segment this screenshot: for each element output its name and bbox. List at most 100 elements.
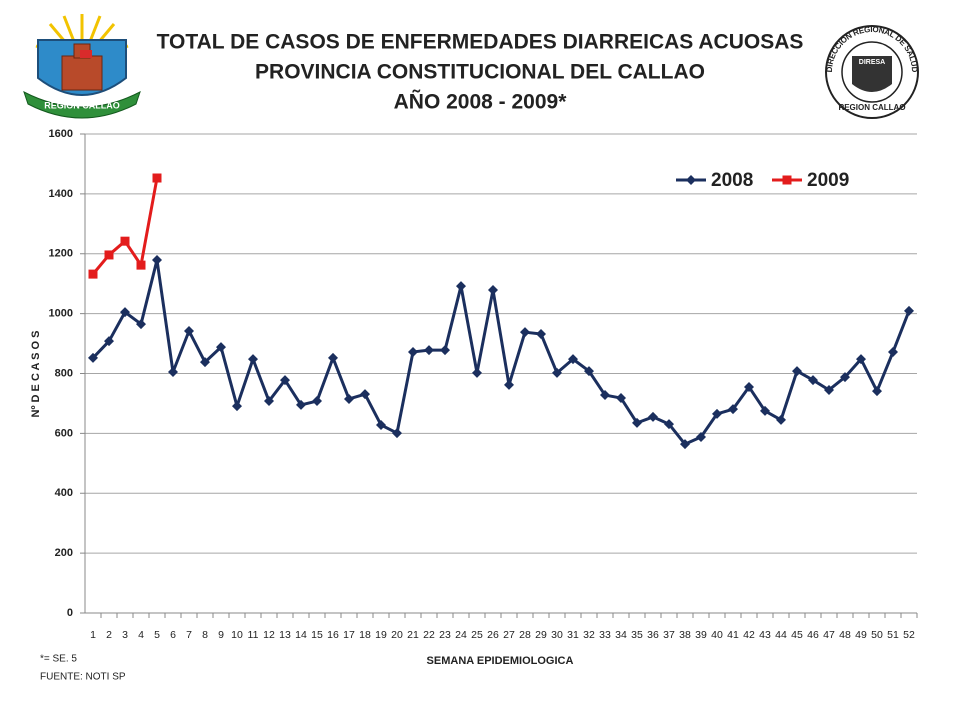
x-tick-label: 52 [903,629,915,641]
x-tick-label: 8 [202,629,208,641]
x-tick-label: 36 [647,629,659,641]
legend-label: 2008 [711,170,753,191]
point [856,354,866,365]
x-axis-label: SEMANA EPIDEMIOLOGICA [427,655,574,667]
x-tick-label: 4 [138,629,144,641]
legend-label: 2009 [807,170,849,191]
x-tick-label: 29 [535,629,547,641]
flag [80,50,92,58]
x-tick-label: 44 [775,629,787,641]
point [264,396,274,407]
y-tick-label: 1400 [49,188,73,200]
x-tick-label: 6 [170,629,176,641]
point [904,305,914,316]
x-tick-label: 26 [487,629,499,641]
logo-center-text: DIRESA [859,59,885,66]
point [536,328,546,339]
x-tick-label: 19 [375,629,387,641]
x-tick-label: 3 [122,629,128,641]
point [728,404,738,415]
right-logo: DIRECCION REGIONAL DE SALUD DIRESA REGIO… [825,25,919,119]
point [408,346,418,357]
y-tick-label: 1200 [49,248,73,260]
point [840,372,850,383]
x-tick-label: 50 [871,629,883,641]
x-tick-label: 39 [695,629,707,641]
x-tick-label: 48 [839,629,851,641]
point [120,307,130,318]
point [152,255,162,266]
x-tick-label: 5 [154,629,160,641]
point [312,396,322,407]
point [200,357,210,368]
point [568,354,578,365]
x-tick-label: 13 [279,629,291,641]
y-tick-label: 0 [67,607,73,619]
point [232,401,242,412]
source: FUENTE: NOTI SP [40,672,126,683]
point [392,428,402,439]
seal-castle [852,56,892,92]
x-tick-label: 28 [519,629,531,641]
x-tick-label: 30 [551,629,563,641]
point [776,414,786,425]
ribbon [23,90,141,119]
x-tick-label: 24 [455,629,467,641]
x-tick-label: 42 [743,629,755,641]
y-tick-label: 400 [55,487,73,499]
x-tick-label: 27 [503,629,515,641]
point [184,325,194,336]
point [440,345,450,356]
point [136,260,146,270]
x-tick-label: 45 [791,629,803,641]
legend-marker [782,175,792,185]
point [424,345,434,356]
point [168,367,178,378]
x-tick-label: 33 [599,629,611,641]
x-tick-label: 38 [679,629,691,641]
x-tick-label: 31 [567,629,579,641]
y-tick-label: 600 [55,427,73,439]
point [152,173,162,183]
x-tick-label: 21 [407,629,419,641]
x-tick-label: 35 [631,629,643,641]
point [664,419,674,430]
point [88,269,98,279]
logo-bottom-text: REGION CALLAO [838,103,905,112]
point [216,342,226,353]
x-tick-label: 37 [663,629,675,641]
point [296,399,306,410]
point [360,389,370,400]
point [552,367,562,378]
point [744,381,754,392]
y-tick-label: 200 [55,547,73,559]
y-tick-label: 1600 [49,128,73,140]
point [136,319,146,330]
chart-title: AÑO 2008 - 2009* [394,91,568,114]
x-tick-label: 40 [711,629,723,641]
x-tick-label: 2 [106,629,112,641]
point [520,327,530,338]
point [472,367,482,378]
point [488,284,498,295]
point [120,236,130,246]
point [104,336,114,347]
x-tick-label: 22 [423,629,435,641]
x-tick-label: 20 [391,629,403,641]
point [88,352,98,363]
chart-title: PROVINCIA CONSTITUCIONAL DEL CALLAO [255,61,705,84]
x-tick-label: 32 [583,629,595,641]
point [584,366,594,377]
point [376,419,386,430]
point [104,250,114,260]
x-tick-label: 49 [855,629,867,641]
series-line [91,177,159,276]
x-tick-label: 10 [231,629,243,641]
point [824,384,834,395]
x-tick-label: 1 [90,629,96,641]
point [248,354,258,365]
x-tick-label: 43 [759,629,771,641]
point [872,386,882,397]
x-tick-label: 16 [327,629,339,641]
